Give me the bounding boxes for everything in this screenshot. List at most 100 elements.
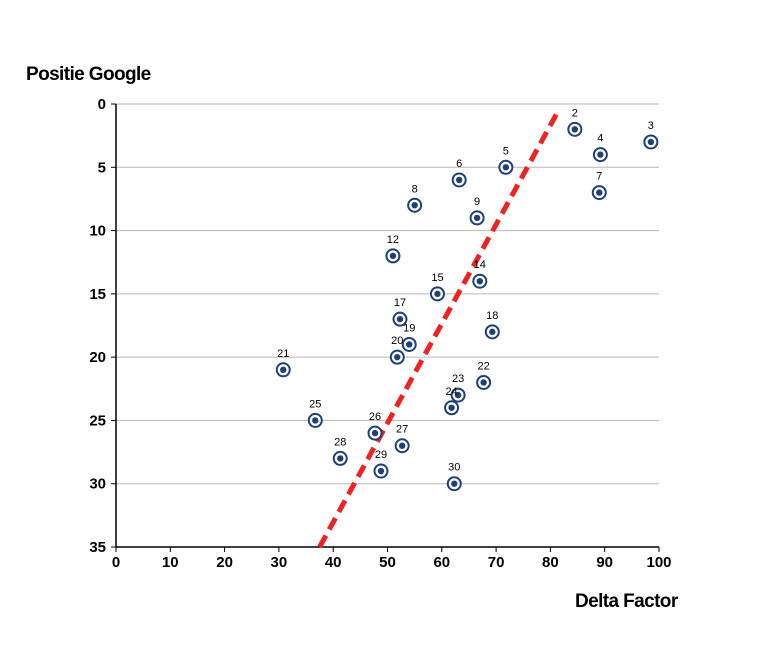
data-point: 2 (567, 107, 583, 137)
data-point: 22 (476, 360, 492, 390)
data-point: 18 (484, 310, 500, 340)
y-tick-label: 5 (98, 159, 106, 176)
point-label: 5 (503, 145, 509, 157)
point-dot (597, 151, 604, 158)
data-point: 19 (401, 322, 417, 352)
point-dot (448, 404, 455, 411)
point-label: 4 (597, 133, 603, 145)
point-dot (396, 315, 404, 323)
data-point: 8 (407, 183, 423, 213)
grid-lines (116, 103, 659, 548)
point-dot (434, 290, 441, 298)
point-label: 27 (396, 424, 408, 436)
x-tick-label: 0 (112, 554, 120, 571)
point-dot (389, 252, 397, 260)
point-dot (398, 442, 406, 449)
data-point: 20 (389, 335, 405, 365)
point-label: 20 (391, 335, 403, 347)
point-label: 12 (387, 234, 399, 246)
axes (111, 103, 660, 552)
data-point: 25 (307, 398, 323, 428)
data-point: 26 (367, 411, 383, 441)
data-point: 29 (373, 449, 389, 479)
plot-area (116, 104, 659, 547)
x-tick-label: 20 (216, 554, 233, 571)
x-tick-labels: 0 10 20 30 40 50 60 70 80 90 100 (112, 554, 672, 571)
point-label: 15 (431, 272, 443, 284)
point-dot (473, 214, 481, 222)
point-label: 19 (403, 322, 415, 334)
point-dot (596, 189, 603, 196)
point-dot (411, 202, 418, 209)
data-point: 6 (451, 158, 467, 188)
data-point: 17 (392, 297, 408, 327)
data-point: 5 (498, 145, 514, 175)
point-dot (455, 176, 463, 184)
y-tick-label: 35 (89, 539, 106, 556)
point-label: 28 (334, 436, 346, 448)
x-tick-label: 90 (596, 554, 613, 571)
data-point: 15 (429, 272, 445, 302)
point-dot (406, 341, 413, 348)
point-label: 29 (375, 449, 387, 461)
point-dot (451, 480, 458, 487)
point-dot (394, 353, 401, 361)
point-dot (312, 417, 319, 424)
x-tick-label: 70 (488, 554, 505, 571)
y-tick-label: 15 (89, 286, 106, 303)
y-tick-label: 25 (89, 412, 106, 429)
y-axis-label: Positie Google (26, 64, 151, 85)
point-label: 8 (412, 183, 418, 195)
data-point: 12 (385, 234, 401, 264)
point-label: 24 (445, 386, 457, 398)
point-dot (476, 278, 484, 285)
point-label: 14 (474, 259, 486, 271)
point-label: 3 (648, 120, 654, 132)
point-dot (337, 455, 344, 462)
data-point: 7 (591, 171, 607, 201)
point-label: 21 (277, 348, 289, 360)
data-point: 23 (450, 373, 466, 403)
point-dot (647, 138, 655, 146)
point-dot (571, 126, 579, 133)
data-point: 14 (472, 259, 488, 289)
point-dot (454, 391, 462, 399)
data-point: 4 (592, 133, 608, 163)
point-label: 25 (309, 398, 321, 410)
y-tick-labels: 0 5 10 15 20 25 30 35 (89, 96, 106, 556)
x-tick-label: 100 (646, 554, 671, 571)
point-label: 9 (474, 196, 480, 208)
point-label: 2 (572, 107, 578, 119)
data-point: 3 (643, 120, 659, 150)
point-label: 6 (456, 158, 462, 170)
data-point: 30 (446, 462, 462, 492)
data-point: 9 (469, 196, 485, 226)
point-dot (502, 164, 510, 171)
point-label: 26 (369, 411, 381, 423)
x-tick-label: 60 (433, 554, 450, 571)
point-label: 22 (477, 360, 489, 372)
data-point: 28 (332, 436, 348, 466)
y-tick-label: 10 (89, 223, 106, 240)
x-axis-label: Delta Factor (575, 591, 678, 612)
data-point: 27 (394, 424, 410, 454)
point-label: 17 (394, 297, 406, 309)
x-tick-label: 30 (271, 554, 288, 571)
x-tick-label: 40 (325, 554, 342, 571)
point-dot (377, 467, 385, 475)
point-label: 30 (448, 462, 460, 474)
point-dot (280, 366, 287, 373)
point-dot (480, 379, 487, 386)
y-tick-label: 30 (89, 476, 106, 493)
trend-line (317, 109, 561, 549)
y-tick-label: 20 (89, 349, 106, 366)
point-label: 18 (486, 310, 498, 322)
x-tick-label: 10 (162, 554, 179, 571)
point-dot (489, 328, 496, 336)
point-label: 7 (596, 171, 602, 183)
dashed-trend-line (317, 109, 561, 549)
y-tick-label: 0 (98, 96, 106, 113)
data-point: 24 (444, 386, 460, 416)
point-label: 23 (452, 373, 464, 385)
